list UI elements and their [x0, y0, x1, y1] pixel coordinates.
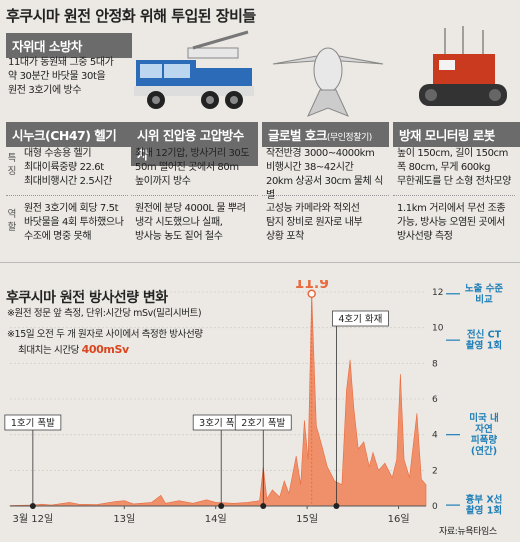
- y-tick-label: 8: [432, 359, 438, 369]
- event-dot: [333, 503, 340, 509]
- ref-label: 촬영 1회: [466, 505, 502, 517]
- note-reactor: ※15일 오전 두 개 원자로 사이에서 측정한 방사선량: [7, 329, 203, 340]
- peak-label: 11.9: [294, 280, 329, 292]
- event-label: 1호기 폭발: [11, 418, 55, 429]
- chinook-role: 원전 3호기에 회당 7.5t 바닷물을 4회 투하했으나 수조에 명중 못해: [24, 203, 124, 242]
- peak-marker: [307, 289, 316, 299]
- note-max: 최대치는 시간당 400mSv: [18, 343, 129, 356]
- ref-label: (연간): [471, 445, 497, 457]
- event-box: [234, 414, 292, 431]
- y-tick-label: 10: [432, 324, 444, 334]
- x-tick-label: 3월 12일: [13, 513, 54, 525]
- event-box: [4, 414, 62, 431]
- ref-label: 흉부 X선: [466, 494, 503, 506]
- note-measure: ※원전 정문 앞 측정, 단위:시간당 mSv(밀리시버트): [7, 308, 202, 319]
- robot-role: 1.1km 거리에서 무선 조종 가능, 방사능 오염된 곳에서 방사선량 측정: [397, 203, 506, 242]
- event-label: 4호기 화재: [338, 314, 382, 325]
- y-tick-label: 2: [432, 466, 438, 476]
- source: 자료:뉴욕타임스: [439, 527, 497, 537]
- y-tick-label: 6: [432, 395, 438, 405]
- x-tick-label: 13일: [113, 513, 135, 525]
- firetruck-image: [128, 24, 263, 119]
- firetruck-desc: 11대가 동원돼 그중 5대가 약 30분간 바닷물 30t을 원전 3호기에 …: [8, 57, 114, 96]
- robot-spec: 높이 150cm, 길이 150cm 폭 80cm, 무게 600kg 무한궤도를 …: [397, 148, 511, 187]
- y-tick-label: 0: [432, 502, 438, 512]
- pump-role: 원전에 분당 4000L 물 뿌려 냉각 시도했으나 실패, 방사능 농도 짙어 철…: [135, 203, 246, 242]
- divider: [131, 195, 258, 196]
- firetruck-header: 자위대 소방차: [6, 33, 132, 58]
- robot-header: 방재 모니터링 로봇: [393, 122, 520, 147]
- ref-label: 전신 CT: [467, 329, 502, 341]
- series-area: [9, 293, 427, 507]
- ref-label: 미국 내: [469, 412, 499, 424]
- x-tick-label: 15일: [296, 513, 318, 525]
- ref-label: 노출 수준: [465, 282, 504, 294]
- globalhawk-role: 고성능 카메라와 적외선 탐지 장비로 원자로 내부 상황 포착: [266, 203, 363, 242]
- chinook-header: 시누크(CH47) 헬기: [6, 122, 131, 147]
- page-title: 후쿠시마 원전 안정화 위해 투입된 장비들: [6, 7, 256, 25]
- globalhawk-image: [268, 24, 388, 119]
- event-dot: [29, 503, 36, 509]
- radiation-chart: 0 2 4 6 8 10 12 3월 12일 13일 14일 15일 16일 11.9 1호기 폭발 3호기…: [4, 280, 504, 525]
- x-tick-label: 16일: [388, 513, 410, 525]
- divider: [393, 195, 515, 196]
- event-dot: [260, 503, 267, 509]
- ref-label: 자연: [475, 423, 492, 435]
- event-label: 3호기 폭발: [199, 418, 243, 429]
- robot-image: [405, 24, 515, 119]
- chart-title: 후쿠시마 원전 방사선량 변화: [6, 290, 168, 306]
- x-tick-label: 14일: [205, 513, 227, 525]
- divider: [262, 195, 389, 196]
- y-tick-label: 4: [432, 431, 438, 441]
- event-box: [331, 310, 389, 327]
- pump-header: 시위 진압용 고압방수차: [131, 122, 258, 166]
- ref-label: 촬영 1회: [466, 340, 502, 352]
- ref-label: 피폭량: [471, 434, 497, 446]
- section-divider: [0, 262, 520, 263]
- ref-label: 비교: [475, 293, 493, 305]
- event-label: 2호기 폭발: [241, 418, 285, 429]
- pump-spec: 최대 12기압, 방사거리 30도 50m 떨어진 곳에서 80m 높이까지 방수: [135, 148, 250, 187]
- y-tick-label: 12: [432, 288, 443, 298]
- chinook-spec: 대형 수송용 헬기 최대이륙중량 22.6t 최대비행시간 2.5시간: [24, 148, 112, 187]
- divider: [6, 195, 128, 196]
- event-dot: [218, 503, 225, 509]
- globalhawk-header: 글로벌 호크(무인정찰기): [262, 122, 389, 147]
